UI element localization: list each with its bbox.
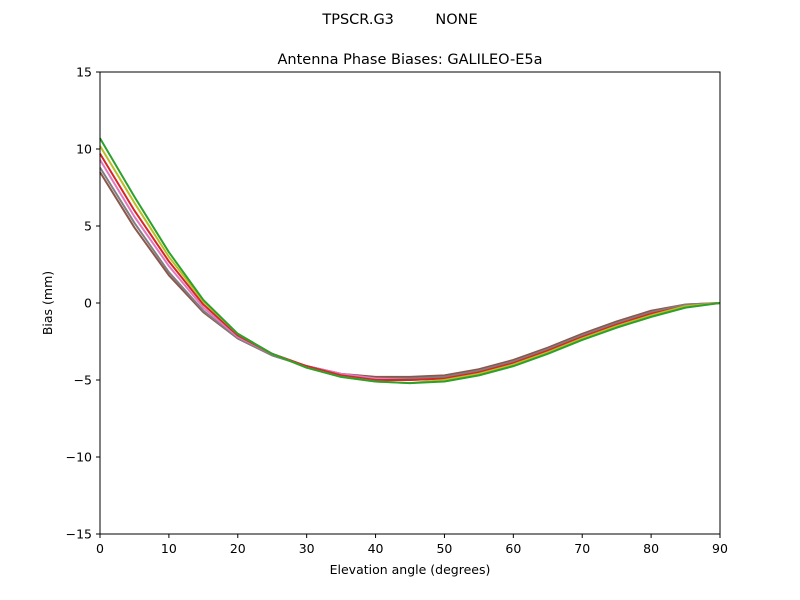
x-tick-label: 60 xyxy=(505,541,521,556)
y-tick-label: 15 xyxy=(76,65,92,80)
chart-suptitle: TPSCR.G3 NONE xyxy=(321,12,477,28)
x-tick-label: 80 xyxy=(643,541,659,556)
plot-lines xyxy=(99,137,721,385)
series-line-4 xyxy=(99,145,721,385)
y-tick-label: −15 xyxy=(66,527,92,542)
x-tick-label: 20 xyxy=(230,541,246,556)
series-line-0 xyxy=(99,171,721,378)
x-tick-label: 40 xyxy=(368,541,384,556)
x-axis-label: Elevation angle (degrees) xyxy=(330,562,491,577)
x-tick-label: 30 xyxy=(299,541,315,556)
series-line-3 xyxy=(99,153,721,381)
y-axis-ticks: −15 −10 −5 0 5 10 15 xyxy=(66,65,100,542)
y-tick-label: 10 xyxy=(76,142,92,157)
y-tick-label: −5 xyxy=(74,373,92,388)
y-axis-label: Bias (mm) xyxy=(40,271,55,335)
series-line-5 xyxy=(99,137,721,385)
series-line-1 xyxy=(99,166,721,380)
x-tick-label: 90 xyxy=(712,541,728,556)
y-tick-label: 5 xyxy=(84,219,92,234)
x-axis-ticks: 0 10 20 30 40 50 60 70 80 90 xyxy=(96,534,728,556)
chart-title: Antenna Phase Biases: GALILEO-E5a xyxy=(278,52,543,68)
x-tick-label: 10 xyxy=(161,541,177,556)
y-tick-label: −10 xyxy=(66,450,92,465)
series-line-2 xyxy=(99,159,721,381)
x-tick-label: 0 xyxy=(96,541,104,556)
x-tick-label: 70 xyxy=(574,541,590,556)
y-tick-label: 0 xyxy=(84,296,92,311)
plot-frame xyxy=(99,71,721,535)
x-tick-label: 50 xyxy=(436,541,452,556)
